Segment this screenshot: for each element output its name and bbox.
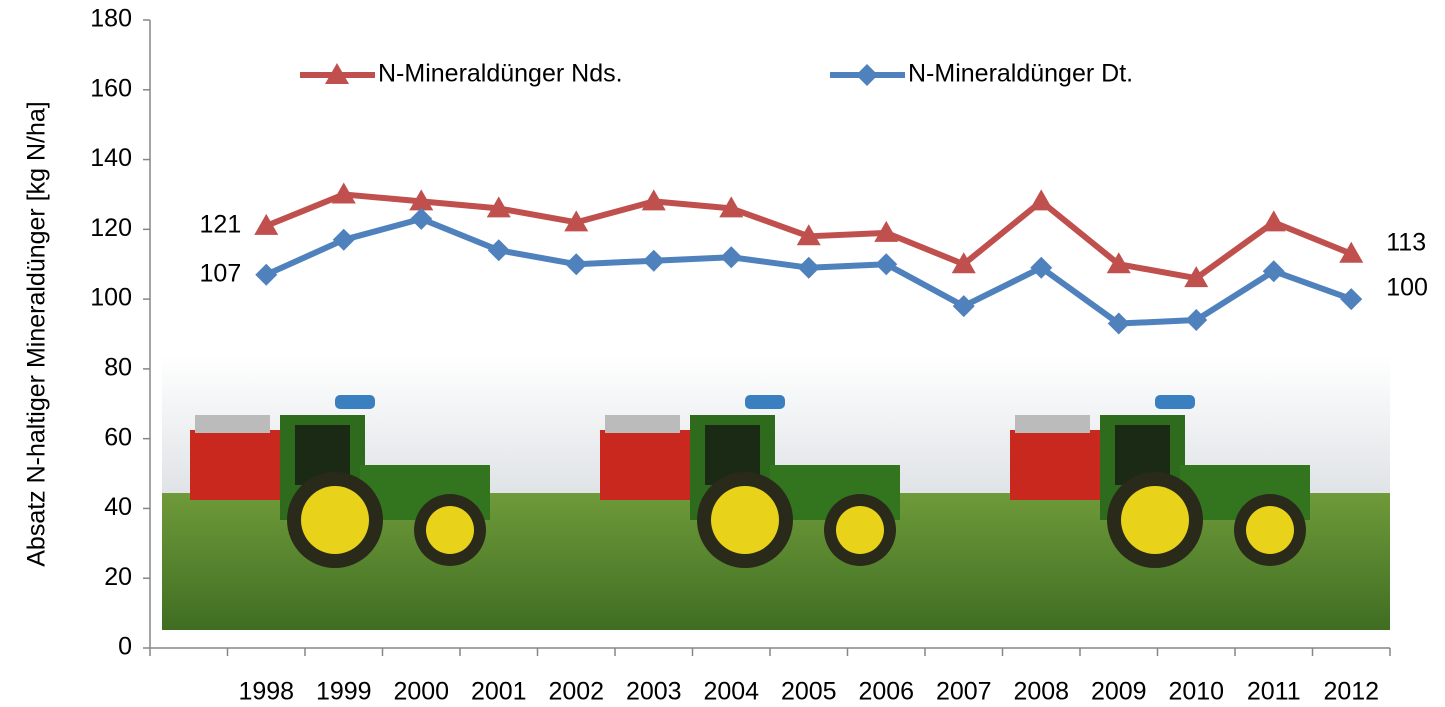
point-marker [1184, 266, 1209, 288]
y-tick-label: 160 [90, 74, 132, 102]
point-marker [641, 189, 666, 211]
point-marker [564, 210, 589, 232]
x-tick-label: 2009 [1091, 678, 1147, 706]
y-tick-label: 100 [90, 284, 132, 312]
x-tick-label: 2004 [703, 678, 759, 706]
point-marker [875, 253, 898, 276]
point-marker [1107, 312, 1130, 335]
x-tick-label: 2005 [781, 678, 837, 706]
x-tick-label: 2006 [858, 678, 914, 706]
x-tick-label: 2000 [393, 678, 449, 706]
x-tick-label: 2012 [1323, 678, 1379, 706]
x-tick-label: 1998 [238, 678, 294, 706]
x-tick-label: 1999 [316, 678, 372, 706]
point-marker [332, 228, 355, 251]
point-marker [720, 246, 743, 269]
point-marker [1261, 210, 1286, 232]
point-marker [410, 207, 433, 230]
y-tick-label: 180 [90, 5, 132, 33]
point-marker [951, 252, 976, 274]
legend-label: N-Mineraldünger Nds. [378, 60, 623, 88]
y-tick-label: 20 [104, 563, 132, 591]
point-marker [1185, 309, 1208, 332]
point-marker [487, 239, 510, 262]
data-label: 100 [1386, 274, 1428, 302]
point-marker [325, 63, 349, 84]
x-tick-label: 2010 [1168, 678, 1224, 706]
data-label: 121 [200, 210, 242, 238]
y-tick-label: 60 [104, 423, 132, 451]
point-marker [797, 256, 820, 279]
point-marker [1340, 288, 1363, 311]
point-marker [642, 249, 665, 272]
point-marker [1339, 241, 1364, 263]
point-marker [1030, 256, 1053, 279]
y-tick-label: 120 [90, 214, 132, 242]
point-marker [1262, 260, 1285, 283]
x-tick-label: 2007 [936, 678, 992, 706]
point-marker [874, 220, 899, 242]
point-marker [486, 196, 511, 218]
point-marker [255, 263, 278, 286]
y-tick-label: 0 [118, 633, 132, 661]
x-tick-label: 2003 [626, 678, 682, 706]
y-tick-label: 140 [90, 144, 132, 172]
x-tick-label: 2001 [471, 678, 527, 706]
y-tick-label: 40 [104, 493, 132, 521]
background-photo [162, 355, 1390, 630]
point-marker [409, 189, 434, 211]
point-marker [719, 196, 744, 218]
point-marker [254, 213, 279, 235]
point-marker [1029, 189, 1054, 211]
x-tick-label: 2002 [548, 678, 604, 706]
data-label: 107 [200, 259, 242, 287]
legend-label: N-Mineraldünger Dt. [908, 60, 1133, 88]
point-marker [331, 182, 356, 204]
point-marker [565, 253, 588, 276]
point-marker [796, 224, 821, 246]
data-label: 113 [1386, 228, 1426, 256]
y-axis-label: Absatz N-haltiger Mineraldünger [kg N/ha… [23, 101, 51, 567]
x-tick-label: 2008 [1013, 678, 1069, 706]
point-marker [952, 295, 975, 318]
x-tick-label: 2011 [1247, 678, 1301, 706]
point-marker [856, 64, 878, 86]
y-tick-label: 80 [104, 353, 132, 381]
point-marker [1106, 252, 1131, 274]
